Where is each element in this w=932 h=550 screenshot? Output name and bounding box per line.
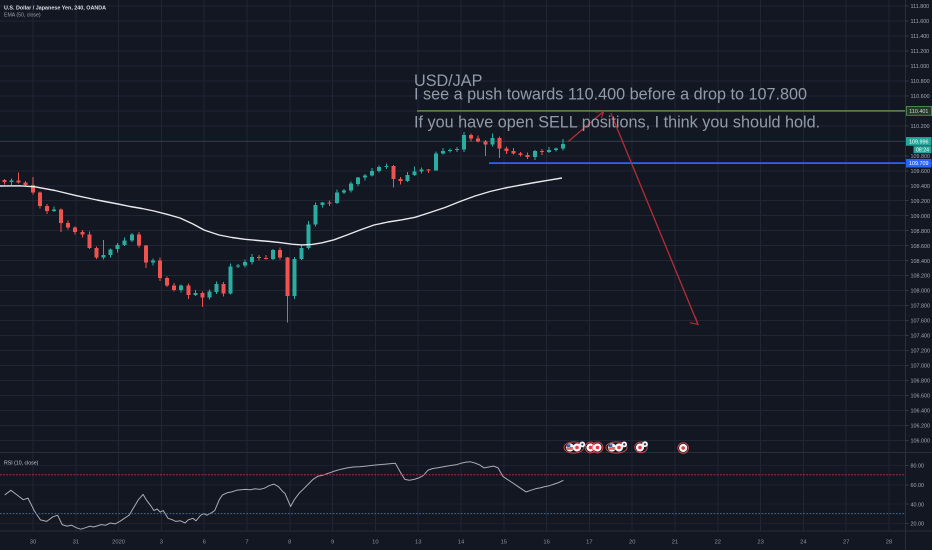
svg-text:7: 7 bbox=[245, 540, 248, 546]
svg-text:31: 31 bbox=[73, 540, 79, 546]
svg-text:3: 3 bbox=[160, 540, 163, 546]
svg-text:107.600: 107.600 bbox=[911, 319, 931, 325]
svg-text:15: 15 bbox=[501, 540, 507, 546]
svg-text:8: 8 bbox=[288, 540, 291, 546]
svg-text:110.401: 110.401 bbox=[909, 109, 928, 115]
svg-text:13: 13 bbox=[415, 540, 421, 546]
svg-text:30: 30 bbox=[30, 540, 36, 546]
svg-text:16: 16 bbox=[543, 540, 549, 546]
svg-text:RSI (10, close): RSI (10, close) bbox=[4, 461, 39, 467]
svg-text:106.600: 106.600 bbox=[911, 394, 931, 400]
svg-text:80.00: 80.00 bbox=[911, 464, 925, 470]
svg-text:24: 24 bbox=[800, 540, 807, 546]
svg-text:I see a push towards 110.400 b: I see a push towards 110.400 before a dr… bbox=[414, 86, 807, 104]
svg-text:109.600: 109.600 bbox=[911, 169, 931, 175]
svg-text:110.600: 110.600 bbox=[911, 94, 930, 100]
svg-text:109.709: 109.709 bbox=[909, 161, 929, 167]
svg-text:107.200: 107.200 bbox=[911, 349, 931, 355]
svg-text:40.00: 40.00 bbox=[911, 502, 925, 508]
svg-text:9: 9 bbox=[331, 540, 334, 546]
svg-text:107.400: 107.400 bbox=[911, 334, 931, 340]
svg-text:27: 27 bbox=[843, 540, 849, 546]
svg-text:21: 21 bbox=[672, 540, 678, 546]
svg-text:2020: 2020 bbox=[112, 540, 125, 546]
svg-text:EMA (50, close): EMA (50, close) bbox=[4, 13, 41, 19]
svg-text:109.400: 109.400 bbox=[911, 184, 931, 190]
svg-text:108.400: 108.400 bbox=[911, 259, 931, 265]
svg-text:106.200: 106.200 bbox=[911, 424, 931, 430]
svg-text:108.000: 108.000 bbox=[911, 289, 931, 295]
svg-text:106.000: 106.000 bbox=[911, 439, 931, 445]
svg-text:10: 10 bbox=[372, 540, 378, 546]
svg-text:107.800: 107.800 bbox=[911, 304, 931, 310]
svg-text:109.200: 109.200 bbox=[911, 199, 931, 205]
svg-text:110.200: 110.200 bbox=[911, 124, 930, 130]
svg-text:111.600: 111.600 bbox=[911, 19, 930, 25]
svg-text:08:24: 08:24 bbox=[916, 148, 929, 154]
svg-text:17: 17 bbox=[586, 540, 592, 546]
svg-text:107.000: 107.000 bbox=[911, 364, 931, 370]
svg-text:110.800: 110.800 bbox=[911, 79, 930, 85]
svg-text:109.996: 109.996 bbox=[909, 139, 929, 145]
svg-text:USD/JAP: USD/JAP bbox=[414, 72, 482, 90]
svg-text:106.800: 106.800 bbox=[911, 379, 931, 385]
svg-text:108.800: 108.800 bbox=[911, 229, 931, 235]
svg-text:108.600: 108.600 bbox=[911, 244, 931, 250]
svg-text:20.00: 20.00 bbox=[911, 522, 925, 528]
svg-text:111.000: 111.000 bbox=[911, 64, 930, 70]
svg-text:106.400: 106.400 bbox=[911, 409, 931, 415]
svg-text:14: 14 bbox=[458, 540, 465, 546]
svg-text:20: 20 bbox=[629, 540, 635, 546]
svg-text:111.400: 111.400 bbox=[911, 34, 930, 40]
svg-text:109.000: 109.000 bbox=[911, 214, 931, 220]
svg-text:6: 6 bbox=[203, 540, 206, 546]
svg-text:60.00: 60.00 bbox=[911, 483, 925, 489]
svg-text:U.S. Dollar / Japanese Yen, 24: U.S. Dollar / Japanese Yen, 240, OANDA bbox=[4, 6, 106, 12]
svg-text:111.200: 111.200 bbox=[911, 49, 930, 55]
svg-text:If you have open SELL position: If you have open SELL positions, I think… bbox=[414, 114, 820, 132]
svg-text:108.200: 108.200 bbox=[911, 274, 931, 280]
svg-text:28: 28 bbox=[886, 540, 892, 546]
svg-text:22: 22 bbox=[715, 540, 721, 546]
svg-text:109.800: 109.800 bbox=[911, 154, 931, 160]
svg-text:23: 23 bbox=[757, 540, 763, 546]
svg-text:111.800: 111.800 bbox=[911, 4, 930, 10]
